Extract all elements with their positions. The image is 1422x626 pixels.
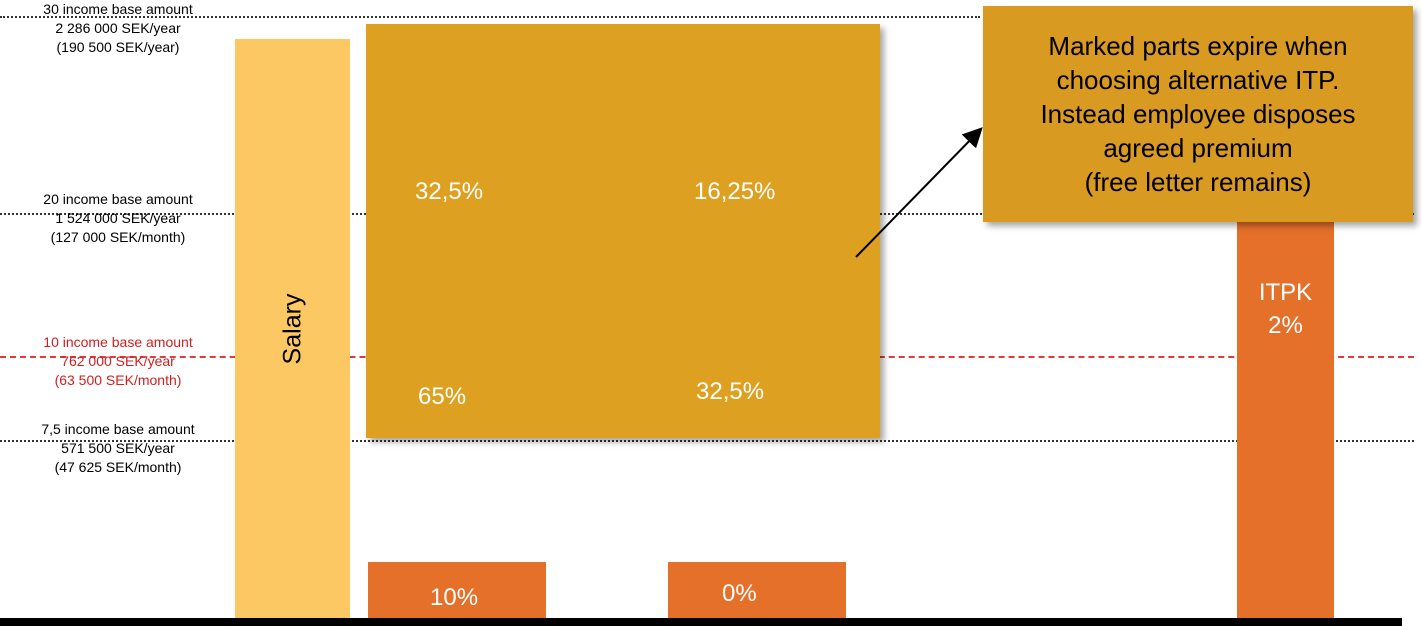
label-line: 7,5 income base amount: [41, 421, 195, 437]
small-bar-left-percent: 10%: [430, 584, 479, 611]
small-bar-right-percent: 0%: [722, 580, 757, 607]
label-line: 30 income base amount: [43, 1, 193, 17]
label-line: 762 000 SEK/year: [61, 353, 175, 369]
line-30-income-base: [0, 16, 980, 18]
label-10-income-base: 10 income base amount 762 000 SEK/year (…: [0, 333, 236, 390]
label-line: 1 524 000 SEK/year: [55, 210, 181, 226]
callout-line: Instead employee disposes: [1040, 99, 1356, 129]
label-line: (47 625 SEK/month): [54, 459, 182, 475]
upper-left-percent: 32,5%: [415, 178, 484, 205]
lower-right-percent: 32,5%: [696, 378, 765, 405]
upper-right-percent: 16,25%: [694, 178, 776, 205]
callout-line: choosing alternative ITP.: [1056, 65, 1340, 95]
label-7-5-income-base: 7,5 income base amount 571 500 SEK/year …: [0, 420, 236, 477]
salary-bar: Salary: [235, 39, 350, 619]
label-line: (63 500 SEK/month): [54, 372, 182, 388]
label-line: 20 income base amount: [43, 191, 193, 207]
small-bar-right: 0%: [668, 562, 846, 620]
lower-left-percent: 65%: [418, 383, 467, 410]
label-line: 10 income base amount: [43, 334, 193, 350]
label-line: (190 500 SEK/year): [56, 39, 180, 55]
main-benefit-block: 32,5% 16,25% 65% 32,5%: [366, 24, 880, 438]
callout-line: agreed premium: [1103, 133, 1293, 163]
callout-line: (free letter remains): [1084, 167, 1312, 197]
label-30-income-base: 30 income base amount 2 286 000 SEK/year…: [0, 0, 236, 57]
callout-line: Marked parts expire when: [1048, 31, 1348, 61]
label-line: (127 000 SEK/month): [50, 229, 186, 245]
itpk-label: ITPK 2%: [1237, 276, 1334, 342]
callout-note: Marked parts expire when choosing altern…: [983, 6, 1413, 222]
label-20-income-base: 20 income base amount 1 524 000 SEK/year…: [0, 190, 236, 247]
line-7-5-income-base: [0, 440, 1414, 442]
small-bar-left: 10%: [368, 562, 546, 620]
itpk-percent: 2%: [1268, 312, 1303, 339]
baseline: [0, 618, 1402, 626]
itpk-bar: ITPK 2%: [1237, 220, 1334, 620]
label-line: 571 500 SEK/year: [61, 440, 175, 456]
label-line: 2 286 000 SEK/year: [55, 20, 181, 36]
itpk-title: ITPK: [1258, 279, 1313, 306]
